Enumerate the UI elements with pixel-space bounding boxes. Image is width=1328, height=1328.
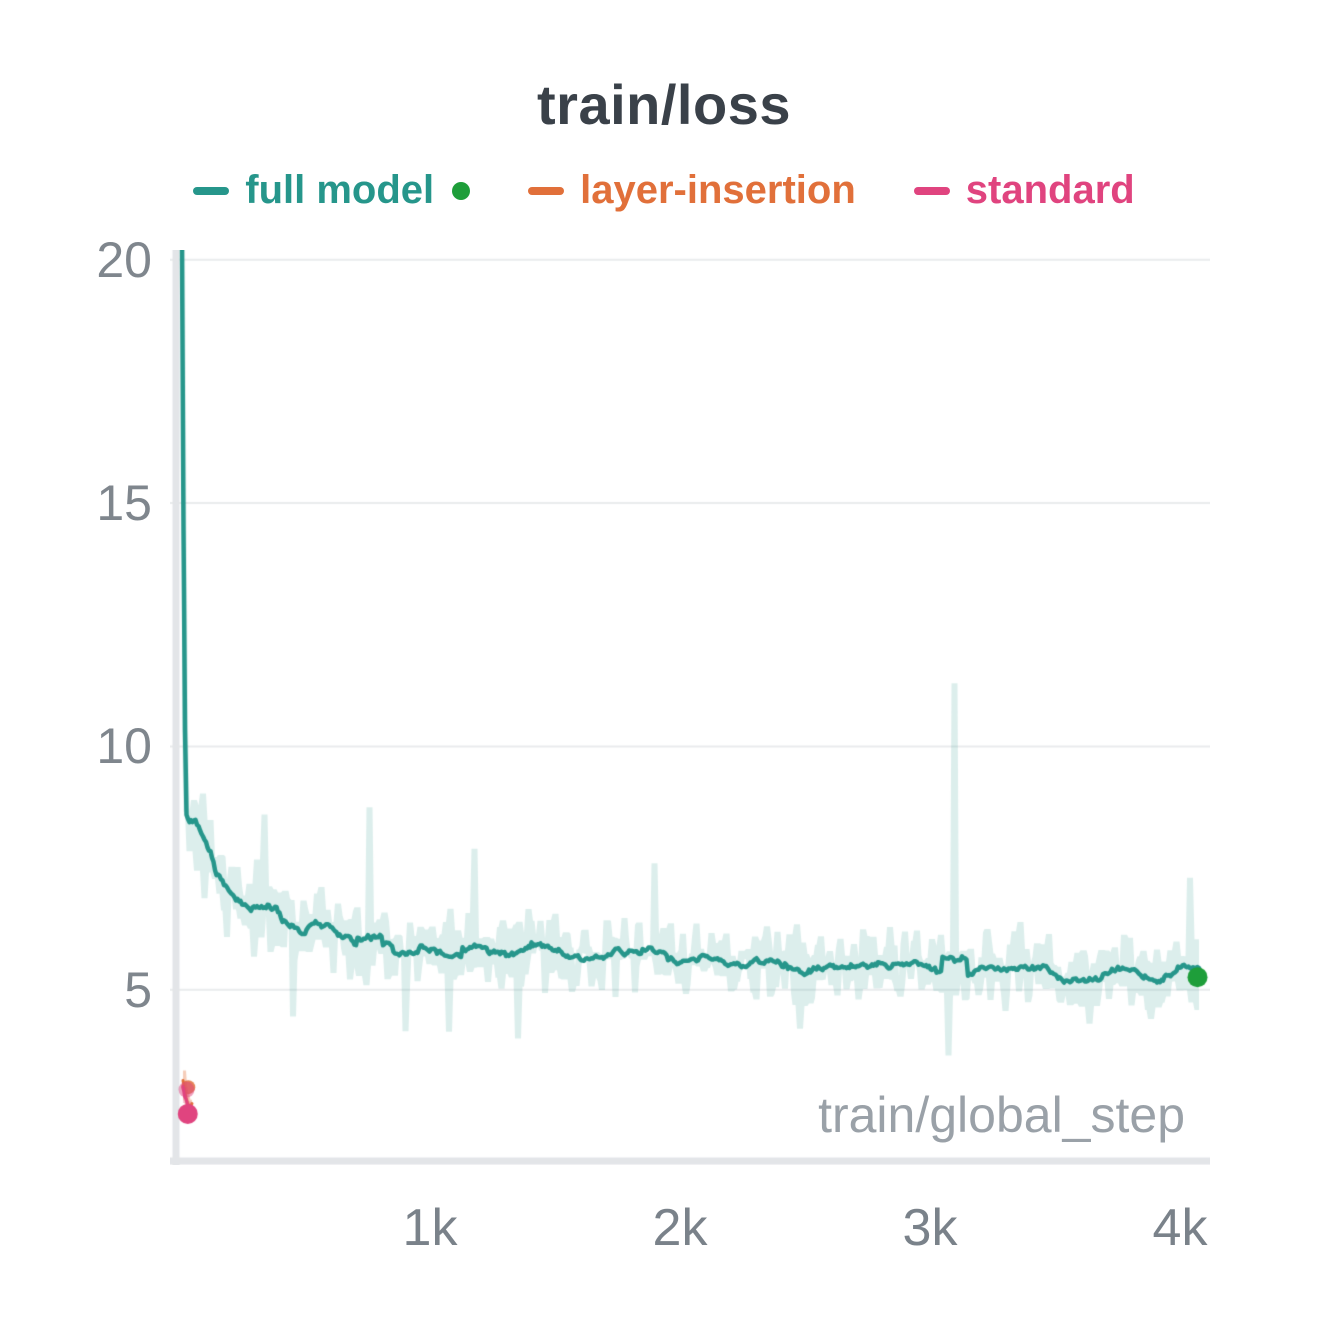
x-tick-label: 3k [902,1199,958,1257]
y-tick-label: 10 [96,718,152,774]
legend-item-layer-insertion[interactable]: layer-insertion [528,168,856,213]
legend: full model layer-insertion standard [0,168,1328,213]
y-tick-label: 5 [124,962,152,1018]
series-dash-icon [913,186,950,195]
chart-title: train/loss [537,73,791,136]
x-tick-label: 2k [652,1199,708,1257]
x-axis-label: train/global_step [818,1087,1185,1143]
run-state-dot-icon [452,181,471,200]
legend-label: standard [965,168,1135,212]
y-tick-label: 20 [96,232,152,288]
legend-label: full model [245,168,435,212]
y-tick-label: 15 [96,475,152,531]
legend-item-full-model[interactable]: full model [193,168,471,213]
legend-item-standard[interactable]: standard [913,168,1135,213]
x-tick-label: 1k [402,1199,458,1257]
x-tick-label: 4k [1152,1199,1208,1257]
series-dash-icon [193,186,230,195]
legend-label: layer-insertion [580,168,856,212]
loss-curve-canvas[interactable] [170,250,1210,1165]
series-dash-icon [528,186,565,195]
